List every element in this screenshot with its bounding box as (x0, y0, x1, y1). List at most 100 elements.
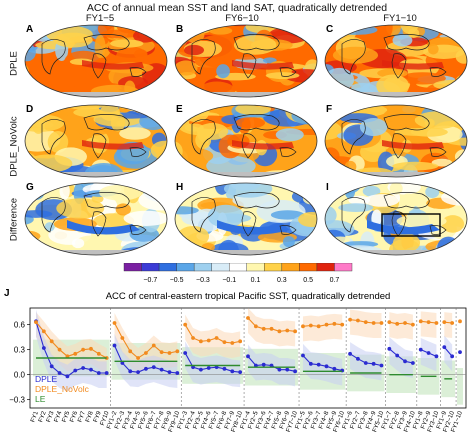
point-dple (214, 365, 219, 370)
row-label-1: DPLE (8, 51, 20, 76)
point-dple_novolc (348, 317, 352, 322)
point-dple_novolc (418, 319, 423, 324)
point-dple (198, 367, 203, 372)
point-dple (120, 361, 125, 365)
panel-letter: G (26, 182, 34, 193)
map-panel-b: B (174, 24, 318, 98)
point-dple_novolc (293, 329, 298, 334)
point-dple (458, 350, 462, 355)
panel-letter: F (326, 104, 332, 115)
point-dple_novolc (246, 316, 250, 320)
point-dple_novolc (238, 339, 243, 344)
point-dple (363, 361, 368, 365)
x-tick-label: FY10 (99, 410, 111, 427)
colorbar-tick-label: −0.3 (196, 277, 210, 284)
point-dple (403, 359, 407, 364)
x-tick-label: FY7 (77, 410, 88, 424)
point-dple (96, 371, 101, 375)
point-dple (426, 351, 431, 355)
point-dple_novolc (379, 321, 384, 325)
novolc-spread (185, 314, 241, 358)
point-dple (175, 371, 180, 375)
series-line-dple (35, 321, 107, 377)
point-dple_novolc (183, 322, 188, 327)
point-dple_novolc (191, 336, 195, 340)
panel-letter: D (26, 104, 33, 115)
panel-letter: E (176, 104, 183, 115)
point-dple_novolc (159, 350, 164, 355)
point-dple (442, 345, 447, 350)
point-dple_novolc (450, 321, 455, 325)
point-dple_novolc (410, 322, 415, 327)
point-dple_novolc (316, 324, 321, 329)
point-dple_novolc (41, 329, 46, 334)
colorbar-swatch (158, 263, 177, 272)
point-dple (159, 367, 164, 372)
panel-letter: I (326, 182, 329, 193)
point-dple_novolc (214, 336, 219, 340)
point-dple_novolc (96, 351, 101, 356)
colorbar-tick-label: −0.5 (170, 277, 184, 284)
point-dple_novolc (395, 321, 400, 326)
x-tick-label: FY4 (53, 410, 64, 424)
point-dple_novolc (458, 319, 462, 324)
point-dple (316, 362, 321, 367)
point-dple_novolc (363, 320, 368, 325)
map-panel-c: C (324, 24, 468, 98)
point-dple (395, 353, 400, 358)
point-dple_novolc (253, 324, 258, 329)
point-dple_novolc (49, 339, 54, 344)
point-dple_novolc (206, 338, 211, 343)
point-dple (324, 364, 329, 369)
colorbar-swatch (176, 263, 195, 272)
point-dple_novolc (387, 320, 392, 325)
map-panel-e: E (174, 104, 318, 178)
row-label-2: DPLE_NoVolc (8, 116, 20, 177)
point-dple_novolc (144, 351, 148, 355)
novolc-spread (444, 312, 453, 338)
point-dple_novolc (301, 324, 305, 329)
column-header-3: FY1−10 (383, 13, 417, 24)
point-dple_novolc (198, 339, 203, 344)
colorbar-swatch (229, 263, 247, 272)
colorbar-swatch (316, 263, 335, 272)
point-dple (81, 366, 86, 370)
point-dple (65, 374, 70, 379)
row-label-3: Difference (8, 197, 20, 242)
map-panel-g: G (24, 182, 168, 256)
nino-region-box (381, 213, 441, 237)
series-line-dple (388, 348, 414, 364)
point-dple_novolc (324, 322, 329, 327)
point-dple (261, 362, 266, 367)
point-dple_novolc (65, 354, 70, 359)
panel-letter: H (176, 182, 183, 193)
series-line-dple (443, 346, 453, 357)
point-dple_novolc (269, 326, 274, 331)
map-panel-f: F (324, 104, 468, 178)
legend-le: LE (35, 394, 46, 404)
panel-letter: A (26, 24, 33, 35)
colorbar-tick-label: −0.7 (143, 277, 157, 284)
point-dple_novolc (371, 321, 376, 325)
point-dple (277, 367, 282, 372)
point-dple_novolc (81, 347, 86, 352)
point-dple_novolc (73, 351, 78, 356)
point-dple (434, 354, 439, 359)
point-dple (41, 346, 46, 350)
y-tick-label: 0.6 (14, 321, 26, 330)
point-dple (253, 363, 258, 368)
point-dple_novolc (34, 320, 38, 325)
x-tick-label: FY6 (69, 410, 80, 424)
legend-dple_novolc: DPLE_NoVolc (35, 384, 90, 394)
panel-letter: C (326, 24, 333, 35)
point-dple (167, 370, 172, 375)
colorbar-tick-label: 0.7 (330, 277, 340, 284)
point-dple_novolc (112, 321, 117, 325)
x-tick-label: FY3 (45, 410, 56, 424)
panel-letter: B (176, 24, 183, 35)
point-dple_novolc (57, 347, 62, 352)
point-dple_novolc (442, 320, 447, 325)
column-header-2: FY6−10 (225, 13, 259, 24)
point-dple_novolc (136, 356, 140, 360)
y-tick-label: 0.0 (14, 371, 26, 380)
